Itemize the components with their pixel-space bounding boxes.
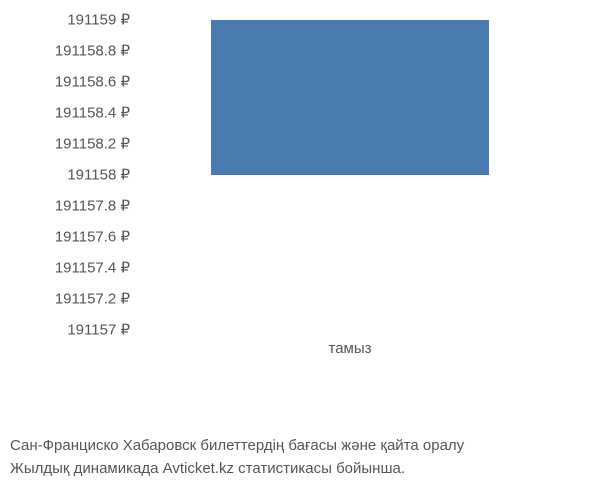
y-axis: 191159 ₽191158.8 ₽191158.6 ₽191158.4 ₽19… <box>10 20 130 330</box>
y-tick-label: 191158.6 ₽ <box>10 75 130 90</box>
y-tick-label: 191158.8 ₽ <box>10 44 130 59</box>
chart-bar <box>211 20 488 175</box>
y-tick-label: 191157.6 ₽ <box>10 230 130 245</box>
caption-line-2: Жылдық динамикада Avticket.kz статистика… <box>10 458 590 481</box>
y-tick-label: 191157.8 ₽ <box>10 199 130 214</box>
x-tick-label: тамыз <box>328 340 371 357</box>
y-tick-label: 191159 ₽ <box>10 13 130 28</box>
y-tick-label: 191158 ₽ <box>10 168 130 183</box>
y-tick-label: 191157 ₽ <box>10 323 130 338</box>
y-tick-label: 191157.2 ₽ <box>10 292 130 307</box>
y-tick-label: 191158.4 ₽ <box>10 106 130 121</box>
caption-line-1: Сан-Франциско Хабаровск билеттердің баға… <box>10 435 590 458</box>
plot-area <box>140 20 560 330</box>
y-tick-label: 191158.2 ₽ <box>10 137 130 152</box>
x-axis: тамыз <box>140 340 560 370</box>
y-tick-label: 191157.4 ₽ <box>10 261 130 276</box>
chart-container: 191159 ₽ 191158.8 ₽ 191158.6 ₽ 191158.4 ₽ 19… <box>0 0 600 380</box>
chart-caption: Сан-Франциско Хабаровск билеттердің баға… <box>10 435 590 480</box>
